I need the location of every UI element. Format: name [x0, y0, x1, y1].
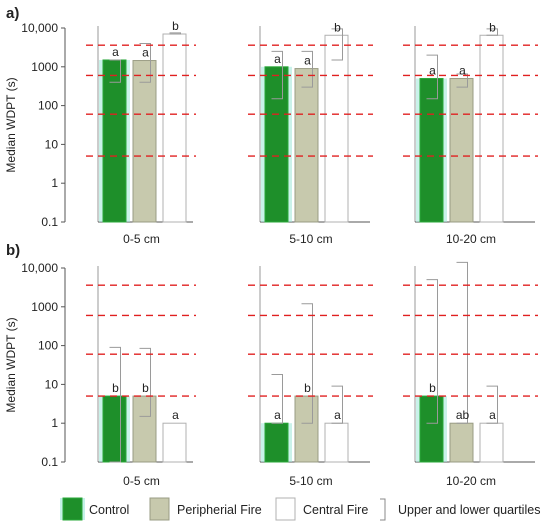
- legend-swatch: [275, 497, 296, 521]
- y-tick-label: 0.1: [41, 215, 58, 229]
- panel-label: a): [6, 5, 19, 22]
- group-0-5cm: b b a 0-5 cm: [86, 266, 196, 488]
- significance-letter: b: [334, 20, 341, 34]
- legend-label: Peripherial Fire: [177, 503, 262, 517]
- quartile-bracket: [456, 73, 468, 88]
- group-label: 5-10 cm: [289, 232, 332, 246]
- significance-letter: b: [304, 381, 311, 395]
- bar-central-fire: [479, 34, 504, 223]
- bar-peripherial-fire: [132, 395, 157, 463]
- significance-letter: a: [112, 45, 119, 59]
- bar-central-fire: [162, 33, 187, 223]
- legend-bracket-swatch: [380, 498, 386, 521]
- legend-item-upper-and-lower-quartiles: Upper and lower quartiles: [380, 498, 540, 521]
- legend-label: Upper and lower quartiles: [398, 503, 540, 517]
- significance-letter: b: [142, 381, 149, 395]
- significance-letter: a: [274, 408, 281, 422]
- quartile-bracket: [139, 42, 151, 83]
- bar-central-fire: [479, 422, 504, 463]
- significance-letter: b: [429, 381, 436, 395]
- significance-letter: a: [274, 52, 281, 66]
- bar-control: [102, 395, 127, 463]
- quartile-bracket: [456, 261, 468, 424]
- y-tick-label: 1000: [31, 60, 58, 74]
- significance-letter: b: [172, 19, 179, 33]
- quartile-bracket: [109, 59, 121, 83]
- group-label: 10-20 cm: [446, 232, 496, 246]
- bar-control: [102, 59, 127, 223]
- bar-peripherial-fire: [132, 60, 157, 223]
- legend-swatch: [62, 497, 83, 521]
- group-10-20cm: a a b 10-20 cm: [403, 20, 538, 246]
- legend-item-control: Control: [60, 497, 129, 521]
- group-10-20cm: b ab a 10-20 cm: [403, 261, 538, 488]
- quartile-bracket: [271, 50, 283, 100]
- panel-a: a) Median WDPT (s) 10,000 1000 100 10 1 0.1 a a b 0…: [4, 5, 538, 246]
- y-tick-label: 10,000: [21, 261, 58, 275]
- quartile-bracket: [486, 28, 498, 36]
- bar-peripherial-fire: [294, 68, 319, 223]
- bar-peripherial-fire: [294, 395, 319, 463]
- significance-letter: a: [304, 54, 311, 68]
- quartile-bracket: [301, 303, 313, 424]
- y-tick-label: 10,000: [21, 21, 58, 35]
- quartile-bracket: [109, 346, 121, 463]
- y-tick-label: 100: [38, 99, 58, 113]
- bar-control: [264, 422, 289, 463]
- quartile-bracket: [486, 385, 498, 424]
- significance-letter: a: [459, 63, 466, 77]
- bar-peripherial-fire: [449, 422, 474, 463]
- quartile-bracket: [169, 32, 181, 35]
- quartile-bracket: [331, 28, 343, 61]
- y-tick-label: 10: [45, 137, 59, 151]
- significance-letter: a: [489, 408, 496, 422]
- y-tick-label: 1: [51, 416, 58, 430]
- group-label: 0-5 cm: [123, 232, 160, 246]
- bar-central-fire: [162, 422, 187, 463]
- group-label: 10-20 cm: [446, 474, 496, 488]
- significance-letter: a: [172, 408, 179, 422]
- significance-letter: a: [142, 46, 149, 60]
- group-5-10cm: a b a 5-10 cm: [248, 266, 373, 488]
- bar-central-fire: [324, 34, 349, 223]
- quartile-bracket: [426, 279, 438, 424]
- legend-item-central-fire: Central Fire: [275, 497, 368, 521]
- y-tick-label: 100: [38, 339, 58, 353]
- legend-swatch: [149, 497, 170, 521]
- bar-control: [264, 66, 289, 223]
- bar-central-fire: [324, 422, 349, 463]
- y-tick-label: 10: [45, 377, 59, 391]
- significance-letter: a: [429, 63, 436, 77]
- quartile-bracket: [426, 54, 438, 100]
- bar-control: [419, 77, 444, 223]
- quartile-bracket: [301, 50, 313, 88]
- bar-control: [419, 395, 444, 463]
- group-label: 0-5 cm: [123, 474, 160, 488]
- y-axis-label: Median WDPT (s): [4, 77, 18, 172]
- y-tick-label: 0.1: [41, 455, 58, 469]
- legend-label: Central Fire: [303, 503, 368, 517]
- significance-letter: ab: [456, 408, 470, 422]
- legend-label: Control: [89, 503, 129, 517]
- significance-letter: b: [489, 20, 496, 34]
- y-axis-label: Median WDPT (s): [4, 317, 18, 412]
- y-tick-label: 1: [51, 176, 58, 190]
- panel-b: b) Median WDPT (s) 10,000 1000 100 10 1 0.1 b b a 0…: [4, 242, 538, 488]
- significance-letter: a: [334, 408, 341, 422]
- quartile-bracket: [331, 385, 343, 424]
- legend: Control Peripherial Fire Central Fire Upper…: [60, 497, 540, 521]
- panel-label: b): [6, 242, 20, 259]
- quartile-bracket: [271, 373, 283, 424]
- group-5-10cm: a a b 5-10 cm: [248, 20, 373, 246]
- quartile-bracket: [139, 347, 151, 417]
- group-label: 5-10 cm: [289, 474, 332, 488]
- y-tick-label: 1000: [31, 300, 58, 314]
- bar-peripherial-fire: [449, 77, 474, 223]
- legend-item-peripherial-fire: Peripherial Fire: [149, 497, 262, 521]
- significance-letter: b: [112, 381, 119, 395]
- group-0-5cm: a a b 0-5 cm: [86, 19, 196, 246]
